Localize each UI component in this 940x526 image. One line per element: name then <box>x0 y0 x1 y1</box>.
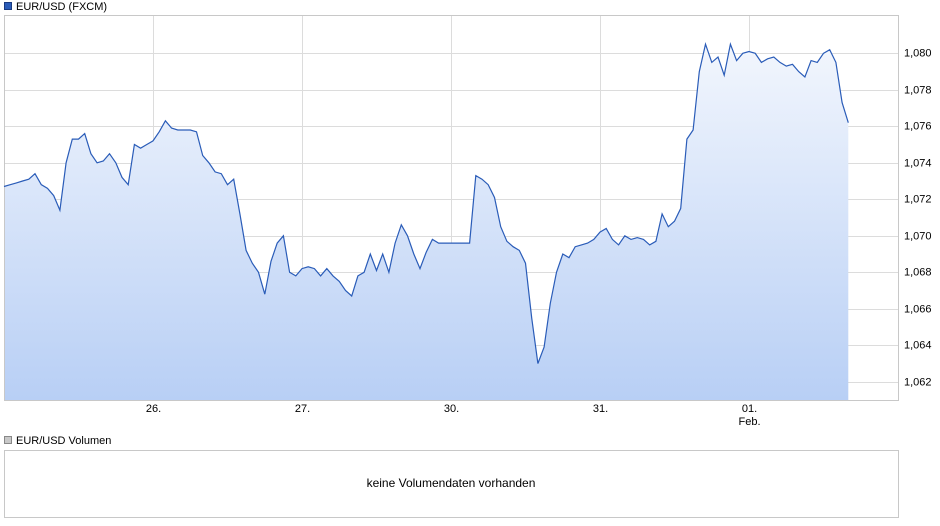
no-data-message: keine Volumendaten vorhanden <box>367 476 536 490</box>
y-tick-label: 1,070 <box>904 230 932 242</box>
x-tick-label: 27. <box>295 403 310 415</box>
y-tick-label: 1,074 <box>904 157 932 169</box>
legend-label: EUR/USD Volumen <box>16 435 111 447</box>
x-tick-sublabel: Feb. <box>738 416 760 428</box>
x-tick-label: 26. <box>146 403 161 415</box>
x-tick-label: 30. <box>444 403 459 415</box>
y-tick-label: 1,064 <box>904 339 932 351</box>
area <box>4 44 849 400</box>
x-tick-label: 31. <box>593 403 608 415</box>
y-tick-label: 1,062 <box>904 376 932 388</box>
y-tick-label: 1,078 <box>904 84 932 96</box>
x-tick-label: 01. <box>742 403 757 415</box>
y-tick-label: 1,066 <box>904 303 932 315</box>
y-tick-label: 1,068 <box>904 266 932 278</box>
legend-label: EUR/USD (FXCM) <box>16 1 107 13</box>
legend-swatch <box>4 436 12 444</box>
legend-swatch <box>4 2 12 10</box>
plot-frame <box>4 15 899 401</box>
line <box>3 42 849 364</box>
y-tick-label: 1,076 <box>904 120 932 132</box>
volume-frame <box>4 450 899 518</box>
y-tick-label: 1,072 <box>904 193 932 205</box>
y-tick-label: 1,080 <box>904 47 932 59</box>
